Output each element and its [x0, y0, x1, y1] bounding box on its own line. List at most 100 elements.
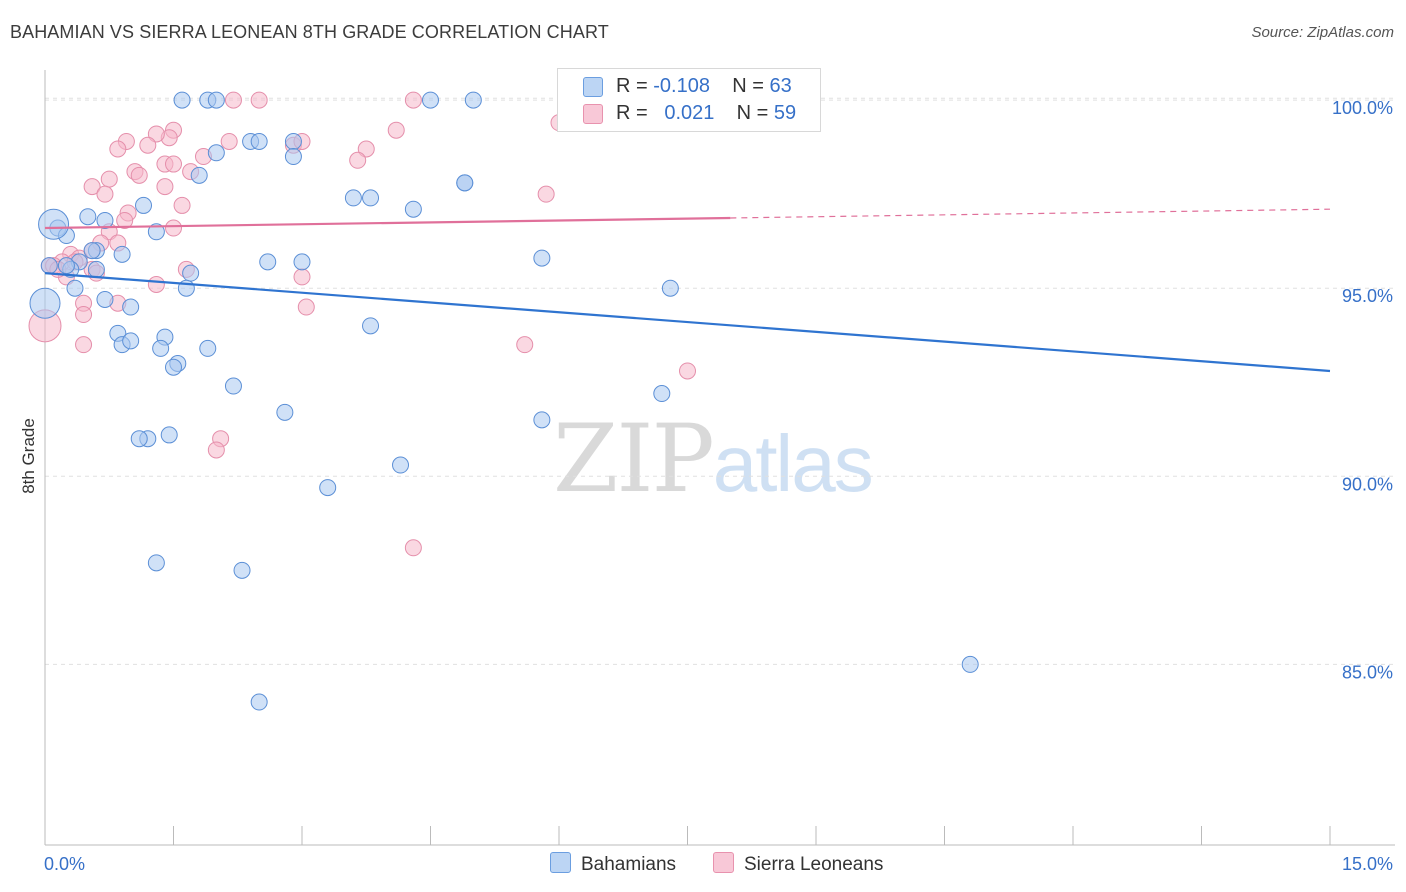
source-label: Source: ZipAtlas.com: [1251, 24, 1394, 41]
data-point-blue: [66, 279, 84, 297]
data-point-blue: [533, 411, 551, 429]
data-point-blue: [147, 554, 165, 572]
data-point-blue: [533, 249, 551, 267]
data-point-pink: [293, 268, 311, 286]
data-point-blue: [96, 290, 114, 308]
data-point-blue: [362, 189, 380, 207]
data-point-blue: [38, 208, 70, 240]
data-point-blue: [653, 385, 671, 403]
data-point-pink: [100, 170, 118, 188]
trendline-sierra-leoneans: [44, 216, 731, 230]
y-tick-label: 95.0%: [1342, 286, 1393, 306]
data-point-blue: [182, 264, 200, 282]
data-point-pink: [250, 91, 268, 109]
data-point-blue: [29, 287, 61, 319]
bottom-legend-label: Bahamians: [581, 854, 677, 875]
trendline-bahamians: [44, 272, 1331, 373]
bottom-legend-sierra-leoneans: Sierra Leoneans: [713, 852, 883, 876]
data-point-blue: [362, 317, 380, 335]
data-point-pink: [224, 91, 242, 109]
legend-n-label: N =: [732, 75, 764, 97]
data-point-blue: [79, 208, 97, 226]
data-point-pink: [96, 185, 114, 203]
data-point-blue: [122, 298, 140, 316]
data-point-blue: [224, 377, 242, 395]
data-point-pink: [139, 136, 157, 154]
data-point-blue: [319, 479, 337, 497]
legend-n-value: 59: [773, 102, 797, 124]
data-point-blue: [152, 339, 170, 357]
data-point-blue: [392, 456, 410, 474]
data-point-blue: [130, 430, 148, 448]
data-point-blue: [250, 132, 268, 150]
data-point-blue: [57, 257, 75, 275]
data-point-pink: [349, 151, 367, 169]
data-point-pink: [404, 539, 422, 557]
data-point-pink: [220, 132, 238, 150]
data-point-pink: [156, 178, 174, 196]
data-point-pink: [207, 441, 225, 459]
x-tick-label: 15.0%: [1342, 854, 1393, 874]
bottom-legend-bahamians: Bahamians: [550, 852, 676, 876]
data-point-blue: [422, 91, 439, 109]
bottom-legend-swatch-blue: [550, 852, 571, 873]
data-point-blue: [276, 403, 294, 421]
data-point-pink: [165, 155, 182, 173]
data-point-pink: [679, 362, 696, 380]
grid-lines: [45, 97, 1395, 665]
y-tick-label: 85.0%: [1342, 662, 1393, 682]
data-point-blue: [40, 257, 58, 275]
y-axis-title: 8th Grade: [19, 418, 38, 494]
data-point-pink: [75, 306, 93, 324]
data-point-blue: [113, 245, 131, 263]
data-point-pink: [165, 219, 182, 237]
data-point-pink: [116, 211, 134, 229]
data-point-pink: [173, 196, 191, 214]
data-point-pink: [404, 91, 422, 109]
data-point-blue: [87, 260, 105, 278]
data-point-blue: [661, 279, 679, 297]
data-point-pink: [357, 140, 375, 158]
data-point-pink: [297, 298, 315, 316]
axis-labels: 85.0% 90.0% 95.0% 100.0% 0.0% 15.0% 8th Grade: [19, 98, 1393, 874]
axes: [44, 70, 1395, 846]
legend-swatch-pink: [583, 104, 603, 124]
data-point-pink: [147, 125, 165, 143]
bottom-legend-label: Sierra Leoneans: [744, 854, 884, 875]
data-point-pink: [109, 140, 127, 158]
watermark-zip: ZIP: [553, 405, 715, 514]
x-tick-label: 0.0%: [44, 854, 85, 874]
data-point-pink: [516, 336, 534, 354]
data-point-blue: [147, 223, 165, 241]
data-point-blue: [404, 200, 422, 218]
trend-lines: [44, 208, 1331, 373]
data-point-pink: [83, 178, 101, 196]
data-point-pink: [147, 275, 165, 293]
zipatlas-watermark: ZIPatlas: [553, 405, 874, 514]
data-point-blue: [293, 253, 311, 271]
data-point-blue: [165, 358, 182, 376]
series-bahamians-points: [29, 91, 979, 711]
chart-title: BAHAMIAN VS SIERRA LEONEAN 8TH GRADE COR…: [10, 22, 609, 42]
data-point-blue: [173, 91, 191, 109]
data-point-blue: [259, 253, 277, 271]
data-point-blue: [122, 332, 140, 350]
data-point-pink: [75, 336, 93, 354]
data-point-blue: [250, 693, 268, 711]
bottom-legend-swatch-pink: [713, 852, 734, 873]
data-point-blue: [464, 91, 482, 109]
data-point-pink: [130, 166, 148, 184]
legend-n-value: 63: [769, 75, 792, 97]
data-point-blue: [961, 655, 979, 673]
legend-n-label: N =: [736, 102, 769, 124]
data-point-blue: [96, 211, 114, 229]
legend-r-label: R =: [616, 102, 648, 124]
trendline-sierra-leoneans-dashed: [730, 208, 1331, 219]
data-point-blue: [83, 242, 101, 260]
legend-r-value: 0.021: [664, 102, 715, 124]
legend-swatch-blue: [583, 77, 603, 97]
data-point-blue: [207, 91, 225, 109]
watermark-atlas: atlas: [712, 419, 874, 508]
data-point-blue: [190, 166, 208, 184]
